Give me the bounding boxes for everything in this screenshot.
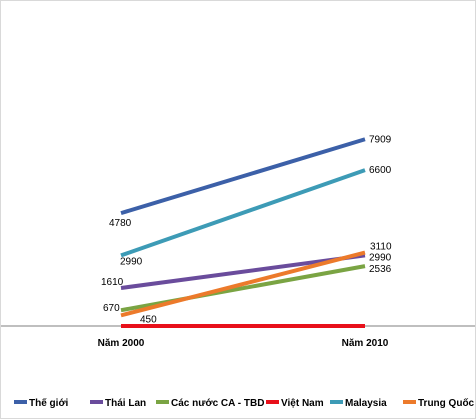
- legend-label-the-gioi: Thế giới: [29, 397, 69, 409]
- x-tick-label-nam-2000: Năm 2000: [98, 338, 145, 349]
- data-label-malaysia-1: 2990: [120, 256, 143, 267]
- x-tick-label-nam-2010: Năm 2010: [342, 338, 389, 349]
- data-label-cac-nuoc-ca-tbd-2: 2536: [369, 264, 392, 275]
- legend-label-thai-lan: Thái Lan: [105, 398, 146, 409]
- series-line-trung-quoc: [120, 250, 366, 318]
- legend-label-malaysia: Malaysia: [345, 398, 387, 409]
- data-label-the-gioi-1: 4780: [109, 218, 132, 229]
- data-label-thai-lan-1: 1610: [101, 277, 124, 288]
- data-label-malaysia-2: 6600: [369, 165, 392, 176]
- series-line-malaysia: [120, 168, 366, 258]
- legend-label-viet-nam: Việt Nam: [281, 398, 324, 409]
- data-label-the-gioi-2: 7909: [369, 134, 392, 145]
- series-line-cac-nuoc-ca-tbd: [120, 264, 366, 313]
- series-line-the-gioi: [120, 137, 366, 216]
- data-label-trung-quoc-1: 450: [140, 314, 157, 325]
- legend-label-trung-quoc: Trung Quốc: [418, 397, 475, 409]
- data-label-trung-quoc-2: 3110: [370, 242, 392, 253]
- data-label-cac-nuoc-ca-tbd-1: 670: [103, 303, 120, 314]
- data-label-thai-lan-2: 2990: [369, 252, 392, 263]
- series-line-thai-lan: [120, 253, 366, 290]
- legend-label-cac-nuoc-ca-tbd: Các nước CA - TBD: [171, 398, 264, 409]
